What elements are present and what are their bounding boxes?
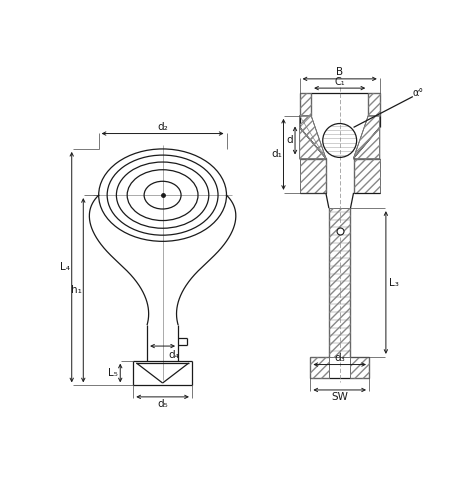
Polygon shape xyxy=(354,159,380,193)
Polygon shape xyxy=(300,116,326,158)
Text: L₄: L₄ xyxy=(60,262,70,272)
Polygon shape xyxy=(311,357,329,378)
Text: L₃: L₃ xyxy=(388,277,398,287)
Polygon shape xyxy=(354,116,380,158)
Text: d₁: d₁ xyxy=(271,150,282,159)
Text: h₁: h₁ xyxy=(71,285,82,295)
Polygon shape xyxy=(300,116,326,158)
Text: d₃: d₃ xyxy=(334,353,345,363)
Polygon shape xyxy=(329,208,351,357)
Polygon shape xyxy=(300,159,326,193)
Text: d₄: d₄ xyxy=(169,349,179,360)
Text: B: B xyxy=(336,67,343,77)
Text: d₅: d₅ xyxy=(157,399,168,409)
Text: d₂: d₂ xyxy=(157,121,168,132)
Text: d: d xyxy=(287,136,293,146)
Polygon shape xyxy=(368,93,380,116)
Polygon shape xyxy=(300,93,311,116)
Polygon shape xyxy=(354,127,380,159)
Polygon shape xyxy=(300,127,326,159)
Text: SW: SW xyxy=(331,392,348,402)
Polygon shape xyxy=(351,357,369,378)
Text: C₁: C₁ xyxy=(334,77,345,87)
Text: α°: α° xyxy=(413,89,424,99)
Text: L₅: L₅ xyxy=(109,368,118,378)
